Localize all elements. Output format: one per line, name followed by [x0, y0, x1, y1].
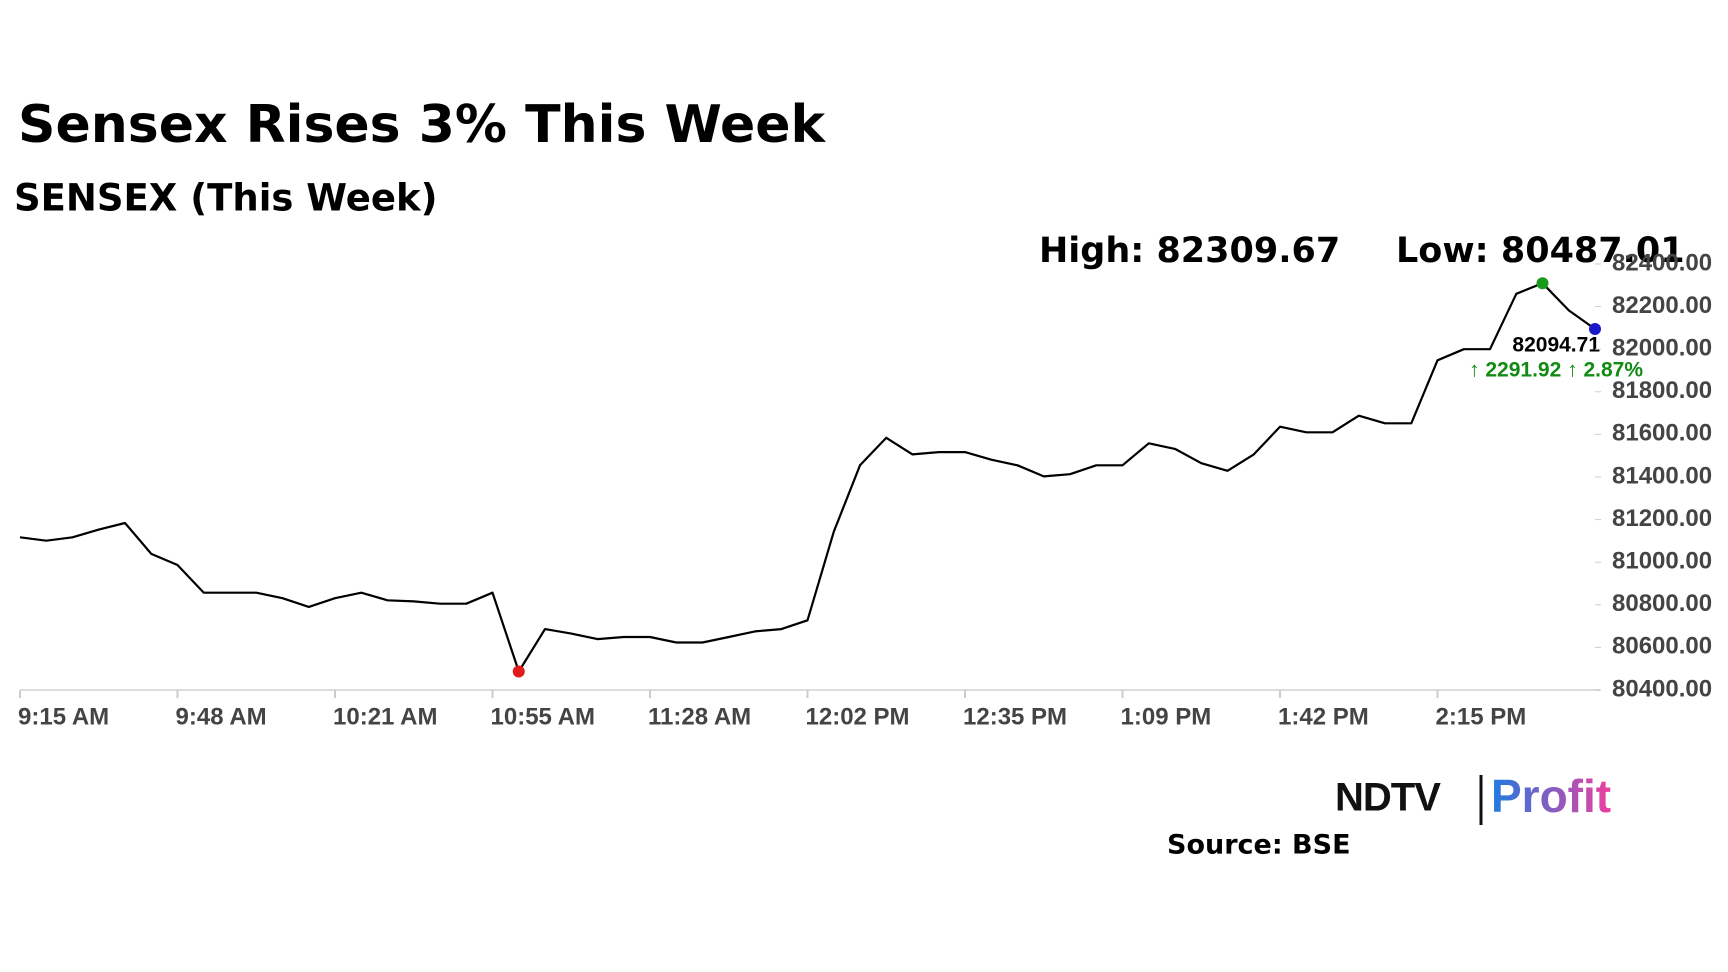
x-tick-label: 10:55 AM	[491, 703, 595, 730]
logo: NDTV Profit	[1335, 770, 1611, 825]
chart-subtitle: SENSEX (This Week)	[14, 177, 438, 220]
source-note: Source: BSE	[1167, 830, 1351, 861]
high-marker	[1536, 277, 1549, 290]
y-tick-label: 81200.00	[1612, 505, 1712, 532]
change-label: ↑ 2291.92 ↑ 2.87%	[1469, 359, 1643, 382]
logo-ndtv: NDTV	[1335, 776, 1441, 820]
x-tick-label: 1:42 PM	[1278, 703, 1369, 730]
y-tick-label: 80800.00	[1612, 590, 1712, 617]
logo-profit: Profit	[1491, 770, 1611, 822]
last-marker	[1589, 323, 1601, 336]
x-tick-label: 2:15 PM	[1436, 703, 1527, 730]
x-tick-label: 12:35 PM	[963, 703, 1067, 730]
chart-title: Sensex Rises 3% This Week	[18, 95, 827, 155]
low-annotation: Low: 80487.01	[1396, 231, 1685, 271]
y-tick-label: 80600.00	[1612, 633, 1712, 660]
y-tick-label: 81800.00	[1612, 377, 1712, 404]
y-tick-label: 81600.00	[1612, 420, 1712, 447]
x-tick-label: 9:48 AM	[176, 703, 267, 730]
y-tick-label: 82400.00	[1612, 249, 1712, 276]
y-tick-label: 80400.00	[1612, 675, 1712, 702]
y-tick-label: 82200.00	[1612, 292, 1712, 319]
x-tick-label: 12:02 PM	[806, 703, 910, 730]
x-tick-label: 11:28 AM	[648, 703, 751, 730]
y-tick-label: 81400.00	[1612, 462, 1712, 489]
last-value-label: 82094.71	[1512, 334, 1600, 357]
x-tick-label: 1:09 PM	[1121, 703, 1212, 730]
x-tick-label: 9:15 AM	[18, 703, 109, 730]
y-tick-label: 81000.00	[1612, 548, 1712, 575]
line-series	[19, 282, 1596, 673]
x-tick-label: 10:21 AM	[333, 703, 437, 730]
y-tick-label: 82000.00	[1612, 335, 1712, 362]
low-marker	[512, 665, 525, 678]
high-annotation: High: 82309.67	[1039, 231, 1340, 271]
